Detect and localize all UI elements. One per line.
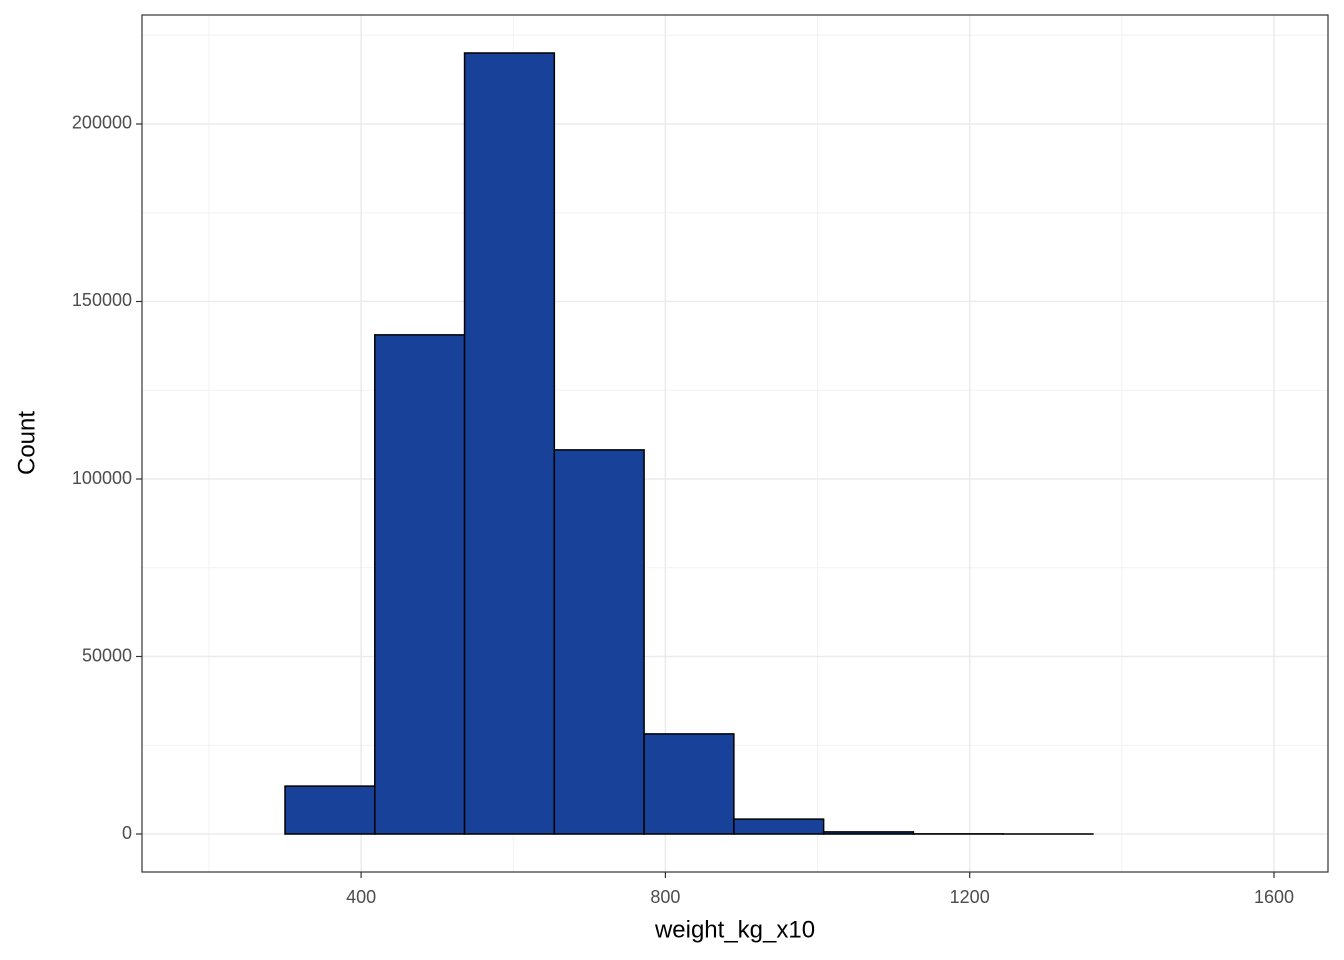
bar (284, 785, 376, 835)
x-tick-label: 400 (346, 887, 376, 907)
y-tick-label: 0 (122, 823, 132, 843)
bar (733, 818, 825, 835)
x-tick-label: 800 (650, 887, 680, 907)
y-tick-label: 100000 (72, 468, 132, 488)
x-tick-label: 1600 (1254, 887, 1294, 907)
y-tick-label: 50000 (82, 645, 132, 665)
bar (822, 831, 915, 835)
y-tick-label: 150000 (72, 290, 132, 310)
bar (463, 52, 556, 835)
bar (643, 733, 735, 835)
y-tick-label: 200000 (72, 113, 132, 133)
y-axis-title: Count (13, 411, 40, 475)
x-axis-title: weight_kg_x10 (654, 916, 815, 943)
bar (553, 449, 645, 835)
bar (374, 334, 466, 835)
x-tick-label: 1200 (950, 887, 990, 907)
panel-border (141, 14, 1329, 873)
